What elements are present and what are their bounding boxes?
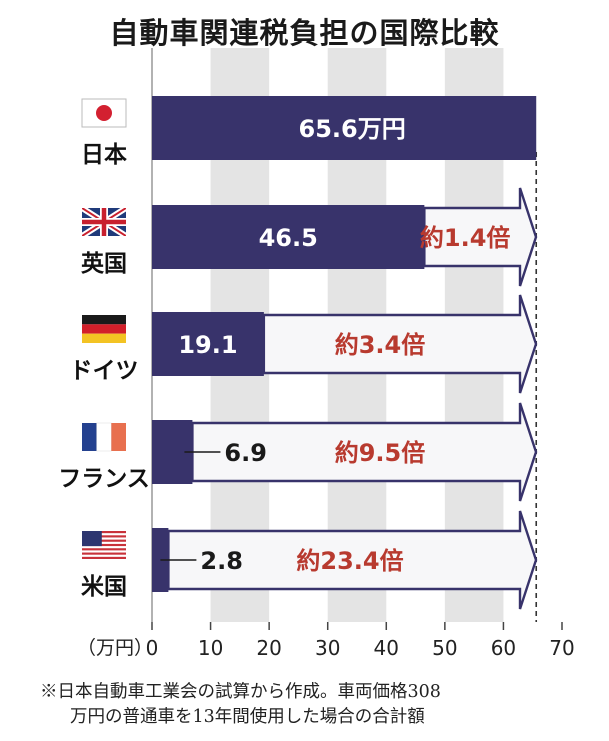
ratio-label: 約1.4倍 [420, 224, 511, 252]
x-tick-label: 50 [432, 636, 457, 660]
japan-flag [81, 98, 127, 128]
ratio-arrow [262, 294, 538, 394]
x-tick-label: 10 [198, 636, 223, 660]
category-label: 英国 [81, 250, 127, 277]
bar-value-label: 65.6万円 [299, 115, 406, 143]
x-tick-label: 0 [146, 636, 159, 660]
x-tick-label: 30 [315, 636, 340, 660]
ratio-arrow [167, 510, 538, 610]
bar-value-label: 6.9 [224, 439, 267, 467]
bar [152, 528, 169, 592]
x-tick-label: 20 [256, 636, 281, 660]
germany-flag [82, 315, 126, 343]
category-label: ドイツ [70, 358, 139, 384]
bar [152, 96, 537, 160]
category-label: フランス [58, 466, 150, 492]
uk-flag [82, 208, 126, 236]
bar-value-label: 19.1 [178, 331, 237, 359]
x-tick-label: 70 [549, 636, 574, 660]
category-label: 日本 [81, 142, 127, 168]
ratio-label: 約9.5倍 [335, 439, 426, 467]
chart-title: 自動車関連税負担の国際比較 [109, 16, 500, 50]
usa-flag [82, 531, 126, 559]
ratio-label: 約23.4倍 [296, 547, 403, 575]
ratio-arrow [423, 187, 538, 287]
category-label: 米国 [81, 574, 127, 600]
france-flag [82, 422, 126, 452]
bar-value-label: 2.8 [200, 547, 243, 575]
x-axis-unit-label: （万円） [77, 637, 153, 659]
bar-value-label: 46.5 [259, 224, 318, 252]
ratio-arrow [191, 402, 538, 502]
x-tick-label: 40 [374, 636, 399, 660]
footnote-line-2: 万円の普通車を13年間使用した場合の合計額 [70, 707, 425, 727]
x-tick-label: 60 [491, 636, 516, 660]
bar [152, 312, 264, 376]
ratio-label: 約3.4倍 [335, 331, 426, 359]
footnote-line-1: ※日本自動車工業会の試算から作成。車両価格308 [40, 682, 441, 702]
bar [152, 205, 425, 269]
